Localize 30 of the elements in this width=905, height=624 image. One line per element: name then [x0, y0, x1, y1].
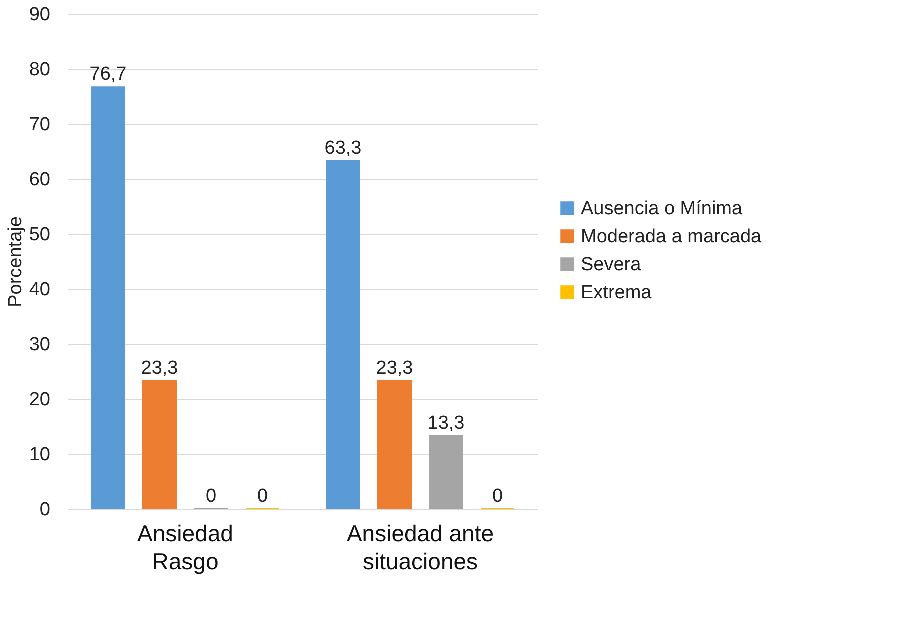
data-label: 13,3	[428, 412, 465, 434]
y-tick-label: 90	[29, 4, 50, 26]
y-tick-label: 40	[29, 280, 50, 300]
y-tick-label: 0	[40, 500, 50, 520]
bar	[91, 86, 126, 510]
y-tick-label: 30	[29, 334, 50, 356]
data-label: 23,3	[376, 358, 414, 379]
data-label: 0	[206, 486, 217, 507]
bar	[142, 380, 177, 510]
data-label: 0	[257, 486, 268, 507]
legend-label: Extrema	[581, 282, 652, 304]
bar	[429, 435, 464, 510]
bar	[378, 380, 412, 510]
y-tick-label: 70	[29, 114, 50, 136]
data-label: 0	[492, 486, 504, 507]
data-label: 63,3	[324, 138, 362, 159]
y-axis-title: Porcentaje	[5, 216, 26, 308]
y-tick-label: 20	[29, 390, 50, 410]
x-tick-label: Ansiedad ante situaciones	[346, 520, 494, 574]
y-tick-label: 10	[29, 444, 50, 466]
bar	[326, 160, 360, 510]
legend-label: Ausencia o Mínima	[581, 198, 744, 220]
data-label: 76,7	[90, 64, 127, 86]
y-tick-label: 60	[29, 170, 50, 190]
x-tick-label: Ansiedad Rasgo	[138, 520, 234, 574]
legend-label: Severa	[581, 254, 642, 276]
y-tick-label: 80	[29, 60, 50, 80]
legend-label: Moderada a marcada	[581, 226, 762, 248]
y-tick-label: 50	[29, 224, 50, 246]
data-label: 23,3	[141, 358, 178, 379]
